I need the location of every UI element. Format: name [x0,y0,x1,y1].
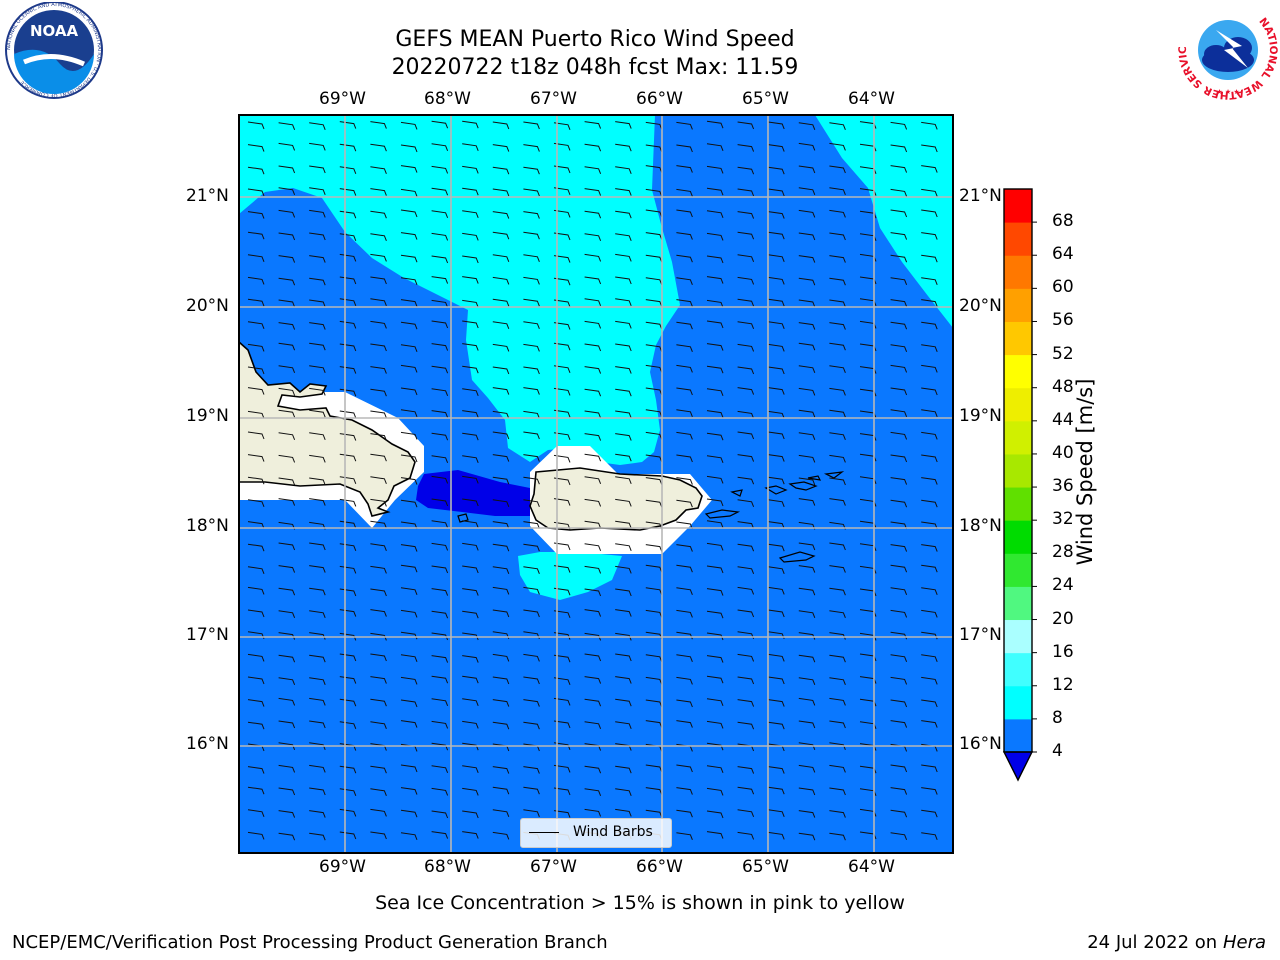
st-croix-island [778,551,816,563]
colorbar-tick-label: 4 [1052,741,1063,761]
wind-contour-8-12-northeast [815,115,953,328]
svg-text:★ ★ ★: ★ ★ ★ [1216,88,1239,96]
colorbar-segment [1004,420,1032,455]
lat-label-left: 18°N [186,516,229,536]
colorbar-tick-label: 8 [1052,707,1063,728]
colorbar-segment [1004,255,1032,289]
hispaniola-land [239,340,416,517]
lon-label-top: 65°W [742,89,789,109]
colorbar-segment [1004,685,1032,720]
noaa-logo-text: NOAA [30,22,79,40]
lon-label-top: 64°W [848,89,895,109]
colorbar-tick-label: 20 [1052,608,1074,629]
wind-contour-8-12-north [239,115,680,465]
nws-logo: NATIONAL WEATHER SERVICE ★ ★ ★ [1176,2,1279,101]
lat-label-left: 16°N [186,734,229,754]
lat-label-left: 19°N [186,406,229,426]
wind-barb-field [247,120,938,841]
lat-label-left: 21°N [186,186,229,206]
colorbar-tick-label: 48 [1052,376,1074,397]
colorbar-segment [1004,288,1032,322]
lon-label-bottom: 67°W [530,857,577,877]
lat-label-right: 16°N [959,734,1002,754]
vieques-island [704,509,741,519]
lon-label-bottom: 66°W [636,857,683,877]
colorbar-tick-label: 44 [1052,409,1074,430]
colorbar-segment [1004,619,1032,654]
colorbar-tick-label: 12 [1052,674,1074,695]
anegada-island [823,471,845,479]
colorbar-tick-label: 36 [1052,476,1074,497]
virgin-island [788,481,818,491]
colorbar [1002,188,1037,782]
map-frame [238,114,954,854]
lat-label-right: 20°N [959,296,1002,316]
colorbar-outline [1003,188,1033,753]
lon-label-bottom: 65°W [742,857,789,877]
colorbar-tick-label: 28 [1052,542,1074,563]
colorbar-segment [1004,354,1032,389]
colorbar-tick-label: 60 [1052,277,1074,298]
lon-label-bottom: 68°W [424,857,471,877]
mona-island [457,513,469,523]
credit-host: Hera [1222,932,1266,953]
lat-label-left: 17°N [186,625,229,645]
colorbar-segment [1004,586,1032,621]
lon-label-bottom: 64°W [848,857,895,877]
colorbar-tick-label: 32 [1052,509,1074,530]
legend-line-swatch [529,832,559,833]
lat-label-right: 17°N [959,625,1002,645]
colorbar-segment [1004,520,1032,554]
colorbar-segment [1004,222,1032,256]
credit-date-text: 24 Jul 2022 on [1087,932,1223,953]
culebra-island [730,489,743,497]
colorbar-tick-label: 52 [1052,343,1074,364]
virgin-island [807,475,822,481]
st-thomas-island [764,485,788,495]
lon-label-top: 68°W [424,89,471,109]
colorbar-tick-label: 56 [1052,310,1074,331]
wind-contour-8-12-south [518,552,622,600]
graticule [239,115,953,853]
colorbar-segment [1004,652,1032,687]
lat-label-left: 20°N [186,296,229,316]
credit-date: 24 Jul 2022 on Hera [1087,932,1266,953]
colorbar-segment [1004,387,1032,422]
wind-barbs [247,120,938,841]
colorbar-tick-label: 40 [1052,442,1074,463]
lon-label-top: 67°W [530,89,577,109]
colorbar-segment [1004,321,1032,356]
colorbar-segment [1004,553,1032,587]
lat-label-right: 18°N [959,516,1002,536]
lat-label-right: 19°N [959,406,1002,426]
noaa-logo: NOAA NATIONAL OCEANIC AND ATMOSPHERIC AD… [5,2,103,99]
map-legend: Wind Barbs [520,818,672,848]
colorbar-extend-arrow [1002,751,1034,782]
colorbar-segment [1004,718,1032,753]
colorbar-title: Wind Speed [m/s] [1073,378,1097,566]
colorbar-segment [1004,189,1032,223]
credit-branch: NCEP/EMC/Verification Post Processing Pr… [12,932,608,953]
legend-label: Wind Barbs [573,824,653,840]
colorbar-segment [1004,487,1032,521]
map-title-line2: 20220722 t18z 048h fcst Max: 11.59 [391,55,799,80]
colorbar-tick-label: 64 [1052,244,1074,265]
lon-label-top: 66°W [636,89,683,109]
lat-label-right: 21°N [959,186,1002,206]
wind-contour-below-4 [416,470,532,516]
colorbar-segment [1004,453,1032,488]
colorbar-tick-label: 16 [1052,641,1074,662]
lon-label-top: 69°W [319,89,366,109]
colorbar-tick-label: 68 [1052,211,1074,232]
map-title-line1: GEFS MEAN Puerto Rico Wind Speed [395,27,795,52]
colorbar-tick-label: 24 [1052,575,1074,596]
lon-label-bottom: 69°W [319,857,366,877]
sea-ice-note: Sea Ice Concentration > 15% is shown in … [375,892,905,914]
